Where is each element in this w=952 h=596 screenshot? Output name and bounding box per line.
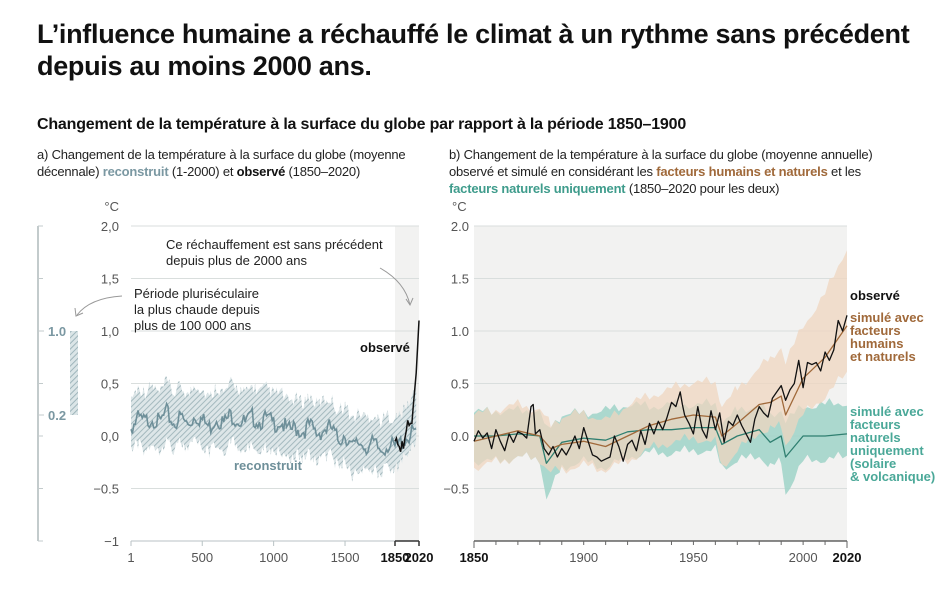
annotation-paleo-line: Période pluriséculaire <box>134 286 259 301</box>
reconstructed-uncertainty-band <box>131 376 417 483</box>
reconstructed-line <box>130 401 417 457</box>
side-bar-label-top: 1.0 <box>48 324 66 339</box>
y-tick-label: 0,5 <box>101 377 119 392</box>
y-tick-label: −0.5 <box>93 482 119 497</box>
annotation-unprecedented-line: depuis plus de 2000 ans <box>166 253 307 268</box>
y-tick-label: 1,0 <box>101 324 119 339</box>
x-tick-label: 500 <box>191 550 213 565</box>
human-natural-label-line: simulé avec <box>850 310 924 325</box>
page-title: L’influence humaine a réchauffé le clima… <box>37 19 910 81</box>
human-natural-label-line: et naturels <box>850 349 916 364</box>
natural-only-line <box>474 426 848 464</box>
annotation-paleo-line: plus de 100 000 ans <box>134 318 252 333</box>
panel-b-chart: 2.0 1.5 1.0 0.5 0.0 −0.5 °C 1850 1900 1950 2000 202… <box>443 199 935 565</box>
panel-a-caption-text-2: (1-2000) et <box>168 164 237 179</box>
panel-a-caption-reconstructed: reconstruit <box>102 164 169 179</box>
y-axis-unit: °C <box>104 199 119 214</box>
observed-label: observé <box>850 288 900 303</box>
reconstructed-label: reconstruit <box>234 458 303 473</box>
natural-only-label-line: uniquement <box>850 443 924 458</box>
annotation-arrow-unprecedented <box>379 267 411 306</box>
panel-a-chart: 2,01,51,00,50,0−0.5−1°C1 500 1000 1500 18502… <box>37 199 434 565</box>
panel-b-caption-human: facteurs humains et naturels <box>656 164 828 179</box>
x-tick-label: 1900 <box>569 550 598 565</box>
human-natural-band <box>474 250 847 474</box>
y-tick-label: −0.5 <box>443 482 469 497</box>
x-tick-label: 1850 <box>381 550 410 565</box>
panel-a-caption-text: a) Changement de la température à la sur… <box>37 147 406 179</box>
y-tick-label: 1,5 <box>101 272 119 287</box>
annotation-arrow-paleo <box>76 295 123 316</box>
natural-only-label-line: simulé avec <box>850 404 924 419</box>
human-natural-label-line: humains <box>850 336 903 351</box>
observed-line <box>394 320 420 452</box>
panel-a-caption-text-3: (1850–2020) <box>285 164 361 179</box>
panel-b-caption-text: b) Changement de la température à la sur… <box>449 147 873 179</box>
x-tick-label: 2000 <box>789 550 818 565</box>
x-tick-label: 1000 <box>259 550 288 565</box>
annotation-arrowhead-paleo <box>74 307 84 317</box>
side-bar-label-bottom: 0.2 <box>48 408 66 423</box>
panel-b-caption: b) Changement de la température à la sur… <box>449 146 899 197</box>
panel-a-caption: a) Changement de la température à la sur… <box>37 146 437 180</box>
y-tick-label: 2.0 <box>451 219 469 234</box>
observed-label: observé <box>360 340 410 355</box>
panel-b-caption-natural: facteurs naturels uniquement <box>449 181 626 196</box>
panel-a-caption-observed: observé <box>236 164 286 179</box>
human-natural-label-line: facteurs <box>850 323 901 338</box>
annotation-arrowhead-unprecedented <box>405 297 414 307</box>
x-tick-label: 1850 <box>460 550 489 565</box>
y-tick-label: 1.5 <box>451 272 469 287</box>
y-tick-label: −1 <box>104 534 119 549</box>
y-tick-label: 2,0 <box>101 219 119 234</box>
annotation-paleo-line: la plus chaude depuis <box>134 302 260 317</box>
human-natural-line <box>473 325 848 450</box>
paleo-warm-period-bar <box>70 331 78 415</box>
panel-b-caption-text-3: (1850–2020 pour les deux) <box>625 181 780 196</box>
annotation-unprecedented-line: Ce réchauffement est sans précédent <box>166 237 383 252</box>
x-tick-label: 1 <box>127 550 134 565</box>
figure-subtitle: Changement de la température à la surfac… <box>37 116 687 133</box>
x-tick-label: 1950 <box>679 550 708 565</box>
panel-b-caption-text-2: et les <box>827 164 861 179</box>
y-tick-label: 0.0 <box>451 429 469 444</box>
y-axis-unit: °C <box>452 199 467 214</box>
x-tick-label: 2020 <box>405 550 434 565</box>
observed-line <box>473 315 848 462</box>
natural-only-label-line: facteurs <box>850 417 901 432</box>
y-tick-label: 0.5 <box>451 377 469 392</box>
natural-only-label-line: & volcanique) <box>850 469 935 484</box>
natural-only-label-line: (solaire <box>850 456 896 471</box>
y-tick-label: 1.0 <box>451 324 469 339</box>
x-tick-label: 1500 <box>331 550 360 565</box>
natural-only-label-line: naturels <box>850 430 901 445</box>
x-tick-label: 2020 <box>833 550 862 565</box>
y-tick-label: 0,0 <box>101 429 119 444</box>
